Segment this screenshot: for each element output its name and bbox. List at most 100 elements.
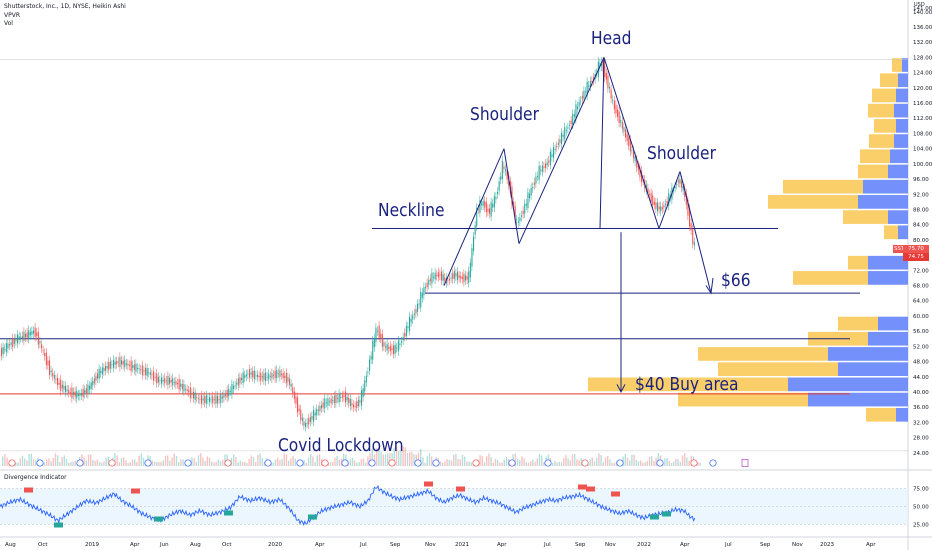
volume-bar [351, 457, 354, 466]
pattern-line [679, 171, 712, 294]
candle-body [197, 398, 199, 400]
event-marker [581, 459, 589, 467]
candle-body [234, 385, 236, 387]
volume-profile-up [858, 164, 888, 179]
candle-body [68, 389, 70, 393]
volume-indicator-label[interactable]: Vol [4, 20, 13, 27]
candle-body [543, 166, 545, 168]
volume-bar [629, 460, 631, 466]
volume-profile-up [892, 58, 902, 72]
candle-body [613, 100, 615, 110]
volume-bar [61, 457, 63, 466]
volume-bar [536, 458, 538, 466]
candle-body [148, 372, 150, 374]
volume-bar [622, 456, 624, 466]
candle-body [215, 395, 217, 404]
candle-body [229, 390, 231, 392]
price-tick-label: 52.00 [913, 344, 929, 350]
event-marker [508, 459, 516, 467]
volume-profile-up [872, 88, 896, 103]
candle-body [500, 176, 502, 180]
candle-body [514, 205, 516, 219]
volume-profile-down [838, 362, 908, 376]
candle-body [343, 395, 345, 397]
candle-body [685, 193, 687, 205]
candle-body [322, 402, 324, 408]
candle-body [447, 280, 449, 282]
volume-bar [83, 457, 85, 466]
candle-body [245, 374, 247, 377]
volume-bar [699, 462, 701, 466]
candle-body [652, 195, 654, 206]
candle-body [7, 343, 9, 349]
candle-body [356, 401, 358, 409]
volume-bar [371, 448, 373, 466]
volume-bar [556, 462, 558, 466]
candle-body [666, 200, 668, 204]
candle-body [495, 196, 497, 200]
candle-body [193, 391, 195, 399]
volume-bar [604, 457, 607, 466]
candle-body [572, 113, 574, 125]
volume-bar [580, 458, 582, 466]
candle-body [490, 202, 492, 217]
price-tick-label: 40.00 [913, 390, 929, 396]
time-tick-label: Apr [315, 542, 325, 548]
event-marker [709, 459, 717, 467]
candle-body [498, 181, 500, 191]
volume-bar [598, 453, 600, 466]
vpvr-indicator-label[interactable]: VPVR [4, 12, 20, 19]
time-tick-label: Nov [792, 542, 803, 548]
time-tick-label: Nov [425, 542, 436, 548]
volume-bar [195, 461, 197, 466]
time-tick-label: Aug [190, 542, 201, 548]
candle-body [649, 194, 651, 195]
candle-body [505, 169, 507, 172]
volume-bar [589, 458, 591, 466]
candle-body [345, 391, 347, 403]
candle-body [449, 278, 451, 281]
volume-bar [596, 457, 598, 466]
volume-bar [136, 462, 138, 466]
candle-body [503, 166, 505, 169]
candle-body [172, 378, 174, 386]
candle-body [401, 341, 403, 343]
volume-bar [360, 459, 362, 466]
candle-body [76, 390, 78, 399]
candle-body [657, 202, 659, 212]
volume-bar [277, 457, 279, 466]
divergence-marker [24, 487, 33, 493]
time-tick-label: 2019 [85, 542, 99, 548]
annotation-right-shoulder: Shoulder [647, 143, 716, 164]
candle-body [578, 101, 580, 107]
candle-body [260, 372, 262, 381]
divergence-marker [611, 491, 620, 497]
candle-body [186, 389, 188, 392]
volume-bar [626, 457, 629, 466]
volume-bar [527, 462, 530, 466]
volume-bar [4, 454, 6, 466]
candle-body [281, 373, 283, 376]
volume-bar [312, 456, 314, 466]
volume-bar [479, 455, 481, 466]
candle-body [271, 373, 273, 379]
candle-body [228, 388, 230, 397]
candle-body [183, 384, 185, 392]
volume-bar [567, 458, 569, 466]
volume-bar [230, 457, 233, 466]
candle-body [143, 370, 145, 372]
volume-bar [459, 459, 461, 466]
volume-bar [248, 458, 250, 466]
candle-body [481, 203, 483, 206]
candle-body [106, 366, 108, 369]
candle-body [415, 309, 417, 314]
candle-body [282, 373, 284, 379]
volume-bar [640, 460, 642, 466]
candle-body [402, 337, 404, 341]
volume-bar [50, 461, 52, 466]
candle-body [98, 368, 100, 379]
candle-body [97, 373, 99, 379]
candle-body [471, 248, 473, 267]
volume-bar [670, 462, 673, 466]
